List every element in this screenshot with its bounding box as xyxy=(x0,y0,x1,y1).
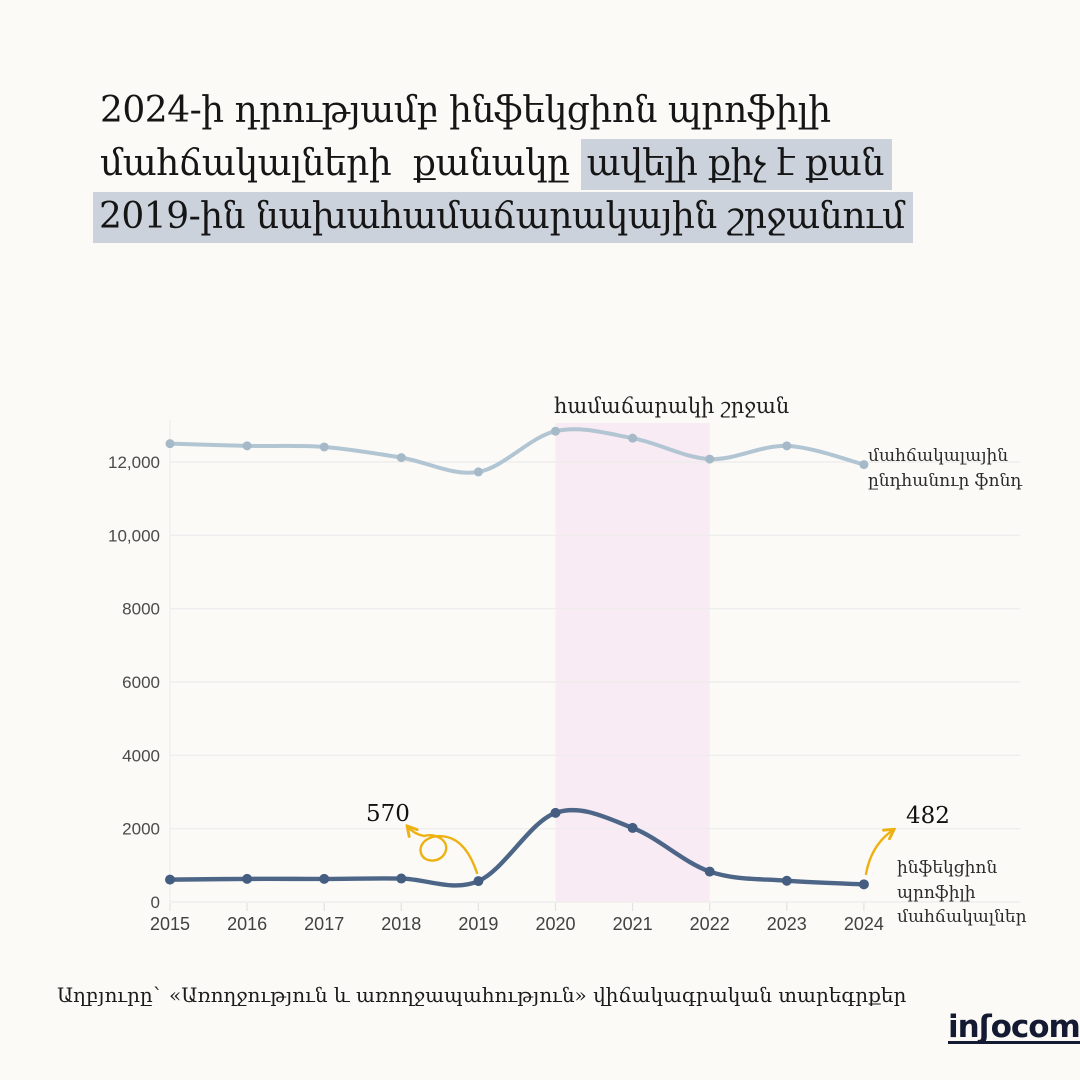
y-tick-label: 0 xyxy=(151,893,160,912)
title-line-3: 2019-ին նախահամաճարակային շրջանում xyxy=(93,190,913,243)
data-point xyxy=(396,453,406,463)
title-line-2: մահճակալների քանակը ավելի քիչ է քան xyxy=(100,137,913,190)
title-line-2-highlight: ավելի քիչ է քան xyxy=(580,139,892,190)
data-point xyxy=(858,879,869,890)
data-point xyxy=(242,441,252,451)
x-tick-label: 2018 xyxy=(381,914,421,934)
data-point xyxy=(627,822,638,833)
data-point xyxy=(396,873,407,884)
series-label-infection-beds: ինֆեկցիոն պրոֆիլի մահճակալներ xyxy=(897,856,1080,930)
data-point xyxy=(319,442,329,452)
series-label-total-line-2: ընդհանուր ֆոնդ xyxy=(868,470,1023,491)
page-title: 2024-ի դրությամբ ինֆեկցիոն պրոֆիլի մահճա… xyxy=(93,84,913,243)
annotation-arrows xyxy=(408,827,893,876)
arrow-to-482 xyxy=(864,830,893,876)
x-tick-label: 2022 xyxy=(690,914,730,934)
series-line-1 xyxy=(167,807,867,888)
data-point xyxy=(859,460,869,470)
data-point xyxy=(550,807,561,818)
source-note: Աղբյուրը` «Առողջություն և առողջապահությո… xyxy=(57,983,907,1007)
data-point xyxy=(704,866,715,877)
data-point xyxy=(705,454,715,464)
data-point xyxy=(165,874,175,885)
data-point xyxy=(319,873,330,884)
series-label-infection-line-1: ինֆեկցիոն պրոֆիլի xyxy=(897,858,998,903)
x-tick-label: 2019 xyxy=(458,914,498,934)
data-point xyxy=(782,441,792,451)
y-tick-label: 4000 xyxy=(122,746,160,765)
logo-part-2: ocom xyxy=(990,1009,1080,1045)
annotation-570: 570 xyxy=(366,801,410,827)
x-tick-label: 2017 xyxy=(304,914,344,934)
x-tick-label: 2024 xyxy=(844,914,884,934)
y-tick-label: 10,000 xyxy=(108,526,160,545)
logo-part-1: in xyxy=(948,1009,980,1045)
title-line-2-plain: մահճակալների քանակը xyxy=(100,143,581,184)
series-line-0 xyxy=(168,427,866,475)
data-point xyxy=(165,439,175,449)
x-tick-label: 2021 xyxy=(613,914,653,934)
y-tick-label: 6000 xyxy=(122,673,160,692)
data-point xyxy=(242,873,253,884)
data-point xyxy=(473,876,484,887)
arrow-to-570 xyxy=(408,827,479,875)
pandemic-band-label: համաճարակի շրջան xyxy=(554,394,790,418)
y-tick-label: 8000 xyxy=(122,600,160,619)
x-tick-label: 2023 xyxy=(767,914,807,934)
series-label-total-bed-fund: մահճակալային ընդհանուր ֆոնդ xyxy=(868,444,1022,493)
x-tick-label: 2016 xyxy=(227,914,267,934)
x-tick-label: 2020 xyxy=(535,914,575,934)
pandemic-band xyxy=(555,423,710,902)
x-tick-label: 2015 xyxy=(150,914,190,934)
series-label-total-line-1: մահճակալային xyxy=(868,446,1009,466)
series-label-infection-line-2: մահճակալներ xyxy=(897,907,1027,928)
data-point xyxy=(473,467,483,477)
title-line-3-highlight: 2019-ին նախահամաճարակային շրջանում xyxy=(93,192,913,243)
data-point xyxy=(628,433,638,443)
annotation-482: 482 xyxy=(906,803,950,829)
data-point xyxy=(781,875,792,886)
title-line-1: 2024-ի դրությամբ ինֆեկցիոն պրոֆիլի xyxy=(100,90,831,131)
chart-plot-area: 0 2000 4000 6000 8000 10,000 12,000 2015 2016 201… xyxy=(108,420,1020,934)
infocom-logo: inʃocom xyxy=(948,1009,1080,1045)
logo-integral-glyph: ʃ xyxy=(978,1009,992,1045)
data-point xyxy=(551,426,560,436)
y-tick-label: 2000 xyxy=(122,820,160,839)
y-tick-label: 12,000 xyxy=(108,453,160,472)
